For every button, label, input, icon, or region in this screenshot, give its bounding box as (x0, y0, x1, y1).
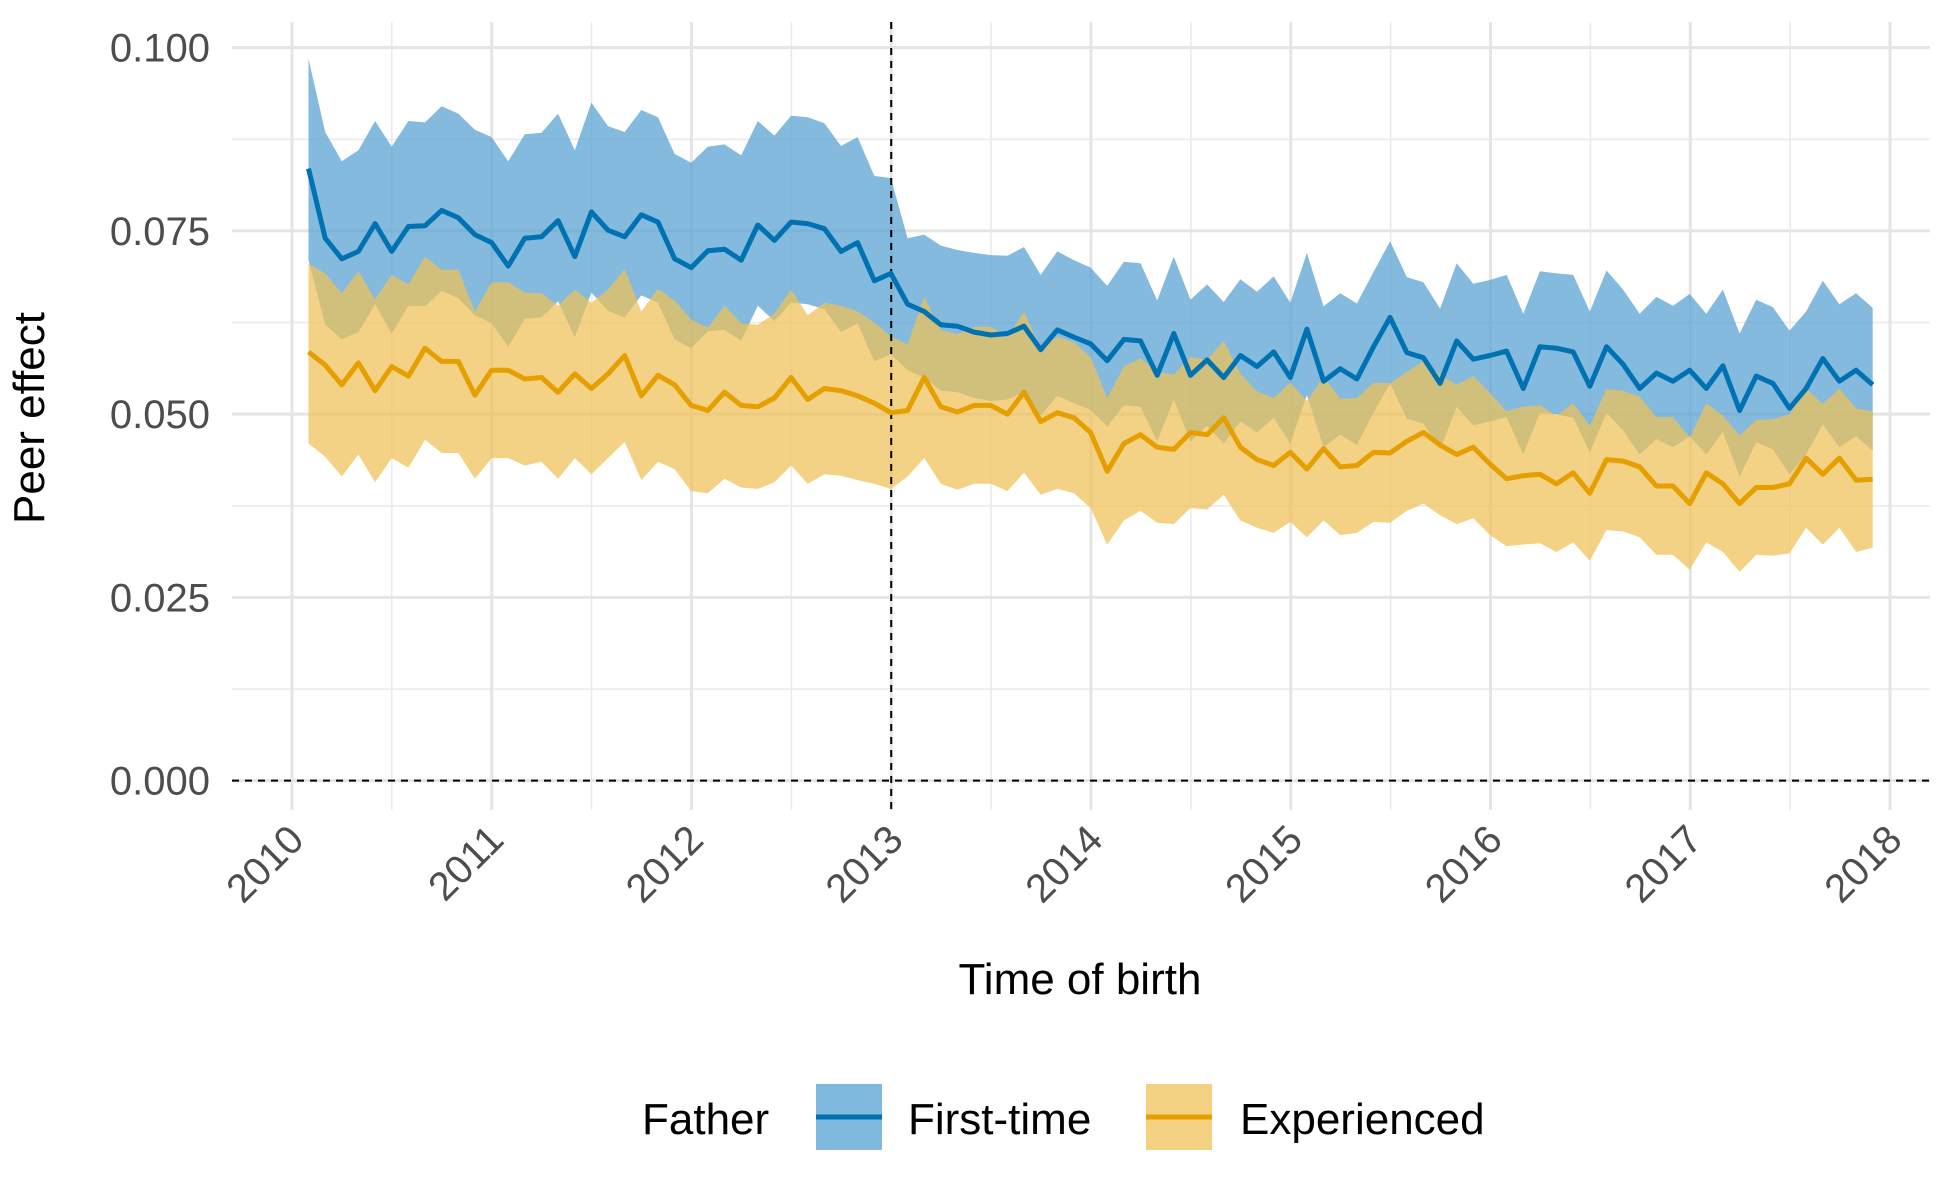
legend-label-experienced: Experienced (1240, 1095, 1485, 1144)
x-axis-title: Time of birth (959, 955, 1202, 1004)
reference-lines (232, 22, 1930, 810)
ribbon-experienced (308, 256, 1873, 572)
legend-title: Father (642, 1095, 769, 1144)
y-axis-tick-labels: 0.000 0.025 0.050 0.075 0.100 (110, 27, 210, 804)
y-tick-label: 0.100 (110, 27, 210, 71)
y-tick-label: 0.000 (110, 760, 210, 804)
legend-label-first-time: First-time (908, 1095, 1091, 1144)
ribbon-first-time (308, 58, 1873, 477)
legend: Father First-time Experienced (642, 1084, 1485, 1150)
series-lines (306, 168, 1875, 507)
line-experienced (306, 345, 1873, 507)
y-axis-title: Peer effect (5, 312, 54, 524)
y-tick-label: 0.075 (110, 210, 210, 254)
y-tick-label: 0.050 (110, 393, 210, 437)
confidence-ribbons (308, 58, 1873, 572)
y-tick-label: 0.025 (110, 576, 210, 620)
line-first-time (306, 168, 1875, 413)
